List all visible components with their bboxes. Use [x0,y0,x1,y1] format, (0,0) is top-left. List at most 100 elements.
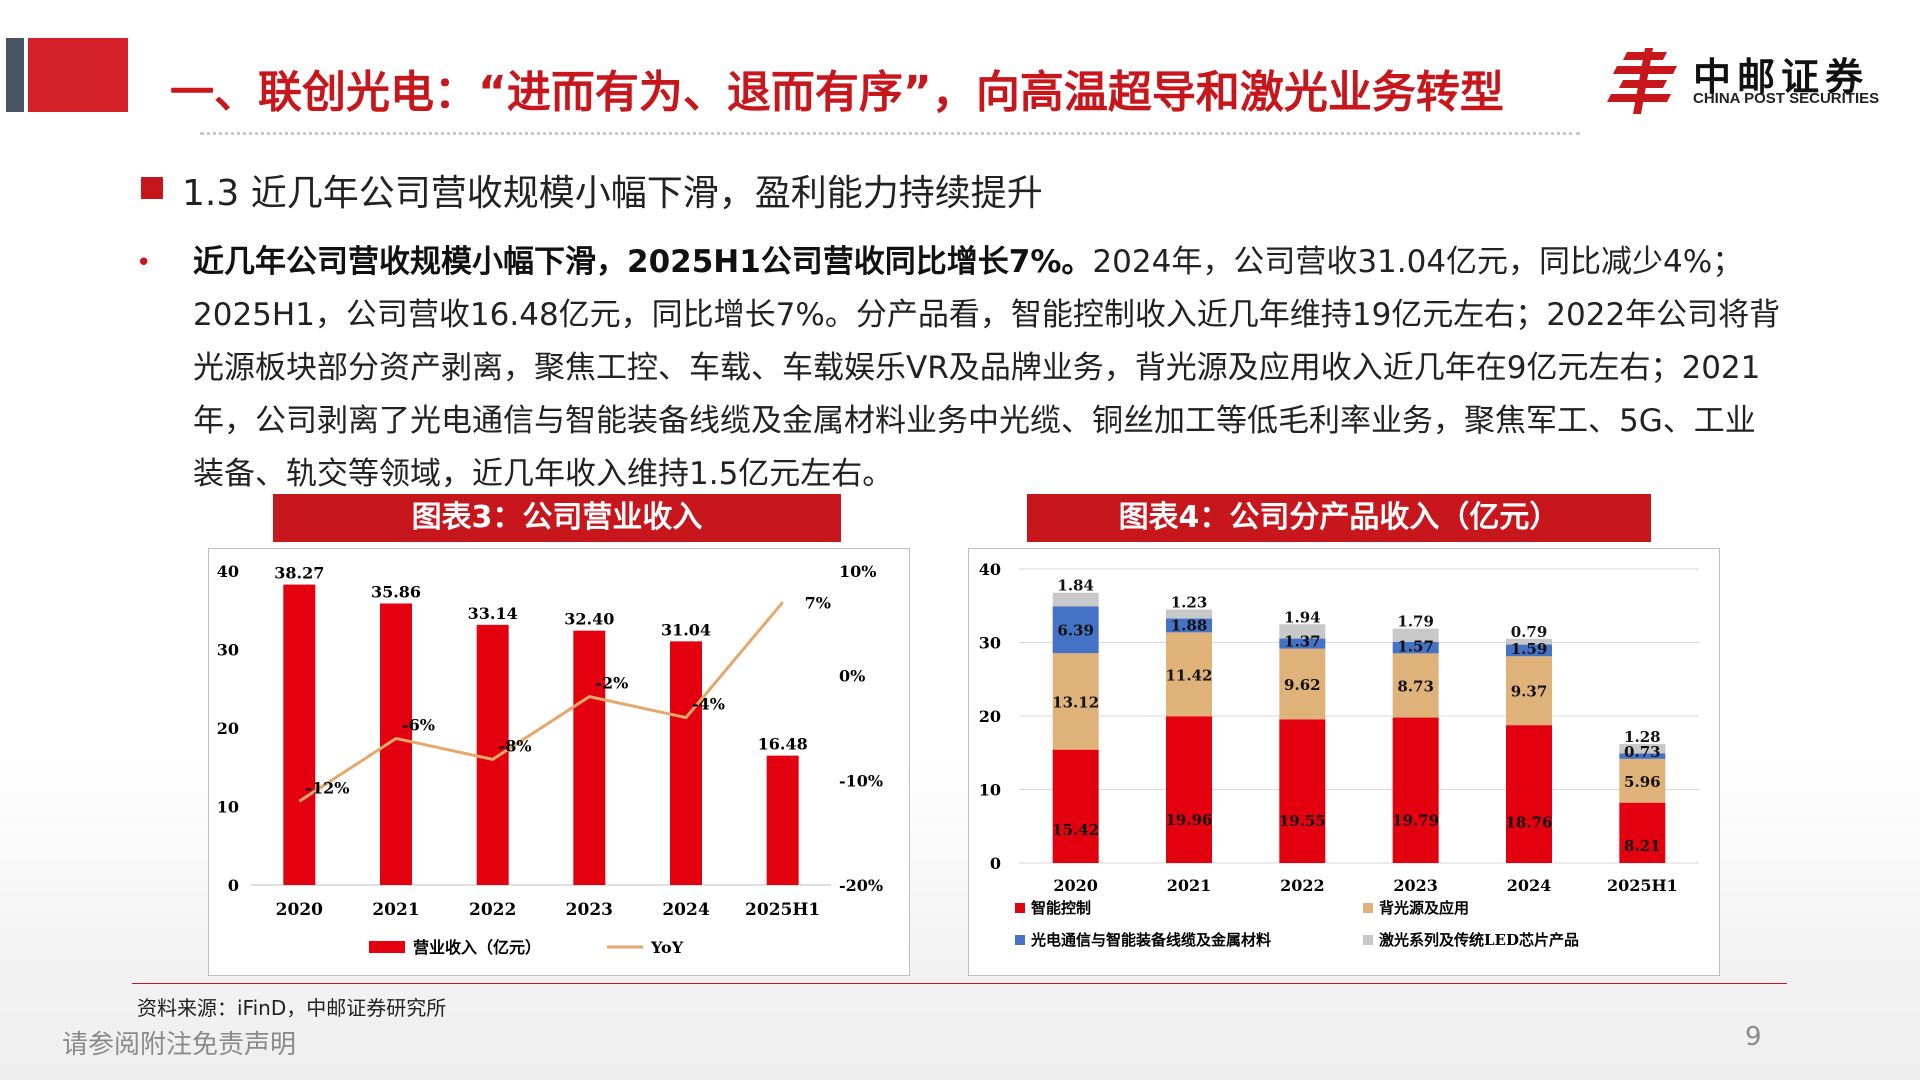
chart3-yoy-label: -12% [305,778,349,797]
chart3-legend-revenue: 营业收入（亿元） [413,938,541,957]
chart4-segment-2 [1392,653,1439,718]
chart3-bar-label: 31.04 [661,620,711,639]
chart3-legend-yoy: YoY [650,938,684,957]
chart4-data-label: 1.88 [1171,616,1208,634]
source-divider [132,983,1787,984]
chart3-yoy-line [298,601,784,803]
page-number: 9 [1745,1022,1762,1052]
chart4-segment-2 [1052,653,1099,750]
source-note: 资料来源：iFinD，中邮证券研究所 [137,996,447,1020]
china-post-logo-icon [1607,48,1677,114]
chart4-data-label: 5.96 [1624,773,1661,791]
chart4-segment-3 [1166,618,1212,633]
chart3-x-tick: 2022 [469,900,516,920]
chart4-data-label: 1.79 [1397,613,1434,631]
chart4-data-label: 1.28 [1624,728,1661,746]
chart3-bar [476,624,509,885]
chart4-data-label: 15.42 [1052,821,1099,839]
chart4-legend-label: 光电通信与智能装备线缆及金属材料 [1030,931,1271,949]
chart4-x-tick: 2024 [1507,876,1552,895]
chart4-segment-4 [1506,638,1552,645]
chart4-data-label: 1.57 [1397,637,1434,655]
chart4-x-tick: 2023 [1393,876,1438,895]
chart3-panel: 0 10 20 30 40 -20% -10% 0% 10% 38.27 35.86 33.14 32.… [208,548,910,976]
disclaimer-text: 请参阅附注免责声明 [62,1030,297,1060]
chart4-legend-label: 背光源及应用 [1379,899,1469,917]
chart4-segment-4 [1279,624,1326,639]
chart4-data-label: 8.21 [1624,837,1661,855]
chart4-segment-2 [1506,656,1552,726]
page-title: 一、联创光电：“进而有为、退而有序”，向高温超导和激光业务转型 [170,67,1504,118]
chart4-data-label: 13.12 [1052,693,1099,711]
chart3-y2-tick: -20% [839,876,883,895]
chart4-x-tick: 2022 [1280,876,1325,895]
chart3-yoy-label: -6% [402,715,435,734]
chart4-segment-3 [1619,753,1666,759]
logo-chinese-text: 中邮证券 [1693,55,1870,99]
chart4-segment-1 [1052,749,1099,863]
company-logo: 中邮证券 CHINA POST SECURITIES [1605,44,1905,116]
chart3-y-tick: 0 [228,876,239,895]
chart4-data-label: 1.37 [1284,633,1321,651]
chart4-segment-4 [1619,744,1666,754]
chart4-y-tick: 0 [990,854,1001,873]
chart4-y-tick: 10 [979,781,1001,800]
paragraph-body: 2024年，公司营收31.04亿元，同比减少4%；2025H1，公司营收16.4… [193,244,1781,492]
chart4-segment-2 [1619,758,1666,803]
chart4-segment-1 [1392,717,1439,863]
chart3-x-tick: 2020 [276,900,323,920]
chart4-legend-swatch [1363,903,1373,913]
chart3-y2-tick: 10% [839,562,876,581]
chart4-segment-3 [1052,606,1099,654]
chart4-data-label: 18.76 [1506,814,1553,832]
chart4-segment-3 [1279,638,1326,649]
chart4-data-label: 19.79 [1392,811,1439,829]
paragraph-lead: 近几年公司营收规模小幅下滑，2025H1公司营收同比增长7%。 [193,244,1093,280]
chart3-x-tick: 2024 [662,900,709,920]
chart3-bar-label: 38.27 [274,564,324,583]
chart3-bar-label: 35.86 [371,582,421,601]
chart4-segment-2 [1166,632,1212,717]
chart3-bar-label: 16.48 [758,735,808,754]
chart3-yoy-label: 7% [805,593,831,612]
chart4-data-label: 1.84 [1057,577,1094,595]
chart4-data-label: 19.96 [1166,811,1213,829]
chart4-y-tick: 20 [979,707,1001,726]
chart4-x-tick: 2021 [1167,876,1212,895]
chart3-legend-swatch-revenue [369,941,405,953]
chart4-x-tick: 2020 [1053,876,1098,895]
chart3-y-tick: 10 [217,798,239,817]
chart4-data-label: 1.94 [1284,608,1321,626]
chart3-title: 图表3：公司营业收入 [273,494,841,542]
chart4-legend-swatch [1363,935,1373,945]
chart3-y-tick: 30 [217,641,239,660]
chart4-data-label: 8.73 [1397,677,1434,695]
bullet-dot: • [136,248,152,278]
chart4-segment-4 [1166,609,1212,619]
chart4-segment-3 [1392,641,1439,654]
chart4-legend-label: 智能控制 [1031,899,1091,917]
chart4-y-tick: 30 [979,634,1001,653]
chart4-x-tick: 2025H1 [1607,876,1678,895]
corner-gray-block [6,38,24,112]
chart4-segment-1 [1619,802,1666,863]
chart4-segment-3 [1506,644,1552,657]
chart4-title: 图表4：公司分产品收入（亿元） [1027,494,1651,542]
chart4-data-label: 6.39 [1057,622,1094,640]
chart3-y-tick: 20 [217,719,239,738]
chart4-legend-swatch [1015,903,1025,913]
chart3-bar [766,755,799,885]
chart3-yoy-label: -2% [595,674,628,693]
chart3-x-tick: 2025H1 [745,900,820,920]
chart4-data-label: 1.59 [1511,640,1548,658]
logo-english-text: CHINA POST SECURITIES [1693,90,1880,107]
chart4-data-label: 9.37 [1511,683,1548,701]
title-divider [200,132,1580,135]
chart3-y-tick: 40 [217,562,239,581]
chart4-segment-1 [1166,716,1212,863]
chart3-yoy-label: -4% [692,695,725,714]
body-paragraph: 近几年公司营收规模小幅下滑，2025H1公司营收同比增长7%。2024年，公司营… [193,236,1783,501]
chart4-legend-label: 激光系列及传统LED芯片产品 [1379,931,1579,949]
chart3-yoy-label: -8% [499,736,532,755]
chart4-segment-4 [1052,592,1099,607]
